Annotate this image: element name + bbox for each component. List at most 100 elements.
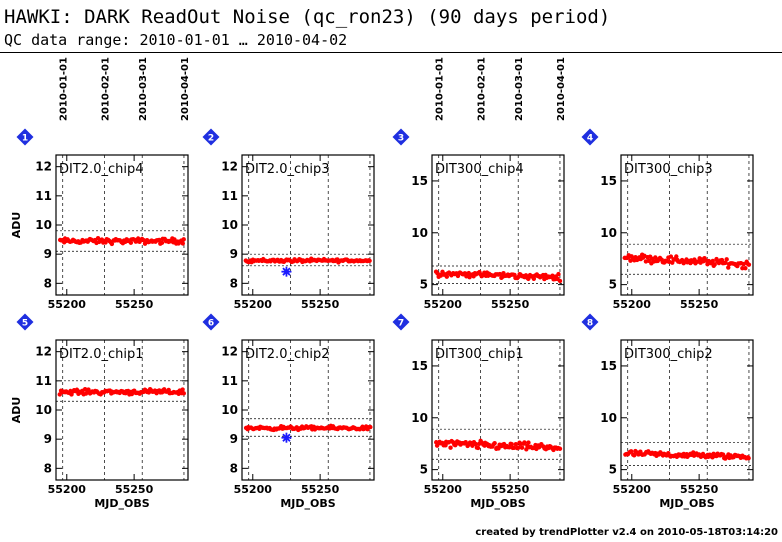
data-point: [181, 391, 186, 396]
date-tick-label: 2010-01-01: [59, 57, 70, 121]
data-point: [724, 257, 729, 262]
panel-number: 5: [22, 319, 28, 329]
data-point: [82, 387, 88, 392]
panel-number-icon: [581, 128, 599, 146]
y-tick-label: 15: [411, 174, 428, 188]
x-tick-label: 55250: [680, 483, 719, 496]
y-tick-label: 8: [44, 276, 52, 290]
page-title: HAWKI: DARK ReadOut Noise (qc_ron23) (90…: [4, 6, 611, 28]
data-point: [524, 447, 529, 452]
y-tick-label: 11: [35, 374, 52, 388]
x-tick-label: 55250: [491, 483, 530, 496]
y-tick-label: 10: [35, 403, 52, 417]
data-point: [557, 446, 563, 451]
y-tick-label: 15: [600, 359, 617, 373]
panel-number-icon: [392, 128, 410, 146]
panel-number-icon: [581, 313, 599, 331]
x-tick-label: 55250: [301, 298, 340, 311]
panel-title: DIT300_chip1: [435, 347, 524, 362]
panel-number-icon: [202, 128, 220, 146]
panel-title: DIT300_chip3: [624, 162, 713, 177]
panel-5: 5 8 9 10 11 12 55200 55250 DIT2.0_chip1 ADU MJD_OB…: [10, 313, 189, 510]
data-point: [128, 240, 134, 245]
data-point: [746, 262, 752, 267]
panel-number-icon: [202, 313, 220, 331]
y-tick-label: 5: [420, 278, 428, 292]
panel-2: 2 8 9 10 11 12 55200 55250 DIT2.0_chip3: [202, 128, 375, 311]
data-point: [653, 255, 658, 260]
outlier-point: [281, 266, 292, 277]
data-point: [550, 273, 555, 278]
y-tick-label: 5: [420, 463, 428, 477]
y-axis-label: ADU: [10, 397, 23, 424]
data-point: [743, 266, 748, 271]
panel-number: 7: [398, 319, 404, 329]
plot-frame: [620, 339, 754, 481]
y-tick-label: 11: [221, 189, 238, 203]
y-tick-label: 9: [44, 432, 52, 446]
plot-frame: [431, 339, 565, 481]
data-point: [475, 445, 481, 451]
date-tick-label: 2010-03-01: [138, 57, 149, 121]
x-axis-label: MJD_OBS: [470, 497, 525, 510]
data-point: [557, 278, 563, 284]
y-tick-label: 5: [609, 278, 617, 292]
panel-title: DIT2.0_chip3: [245, 162, 329, 177]
outlier-point: [281, 432, 292, 443]
data-point: [710, 258, 715, 264]
panel-7: 7 5 10 15 55200 55250 DIT300_chip1 MJD_OBS: [392, 313, 565, 510]
plot-frame: [431, 154, 565, 296]
data-point: [746, 455, 751, 461]
data-point: [522, 440, 527, 445]
panel-title: DIT2.0_chip2: [245, 347, 329, 362]
y-tick-label: 10: [600, 411, 617, 425]
y-tick-label: 10: [221, 218, 238, 232]
y-tick-label: 5: [609, 463, 617, 477]
y-tick-label: 10: [411, 226, 428, 240]
y-tick-label: 8: [230, 276, 238, 290]
data-point: [507, 445, 512, 450]
data-point: [448, 445, 453, 450]
data-point: [526, 440, 531, 445]
x-axis-label: MJD_OBS: [280, 497, 335, 510]
data-point: [109, 241, 115, 247]
y-tick-label: 10: [221, 403, 238, 417]
y-tick-label: 9: [230, 432, 238, 446]
x-tick-label: 55200: [424, 483, 463, 496]
x-tick-label: 55200: [613, 298, 652, 311]
panel-number: 8: [587, 319, 593, 329]
data-point: [497, 271, 503, 277]
panel-title: DIT2.0_chip1: [59, 347, 143, 362]
x-axis-label: MJD_OBS: [659, 497, 714, 510]
x-tick-label: 55250: [491, 298, 530, 311]
data-point: [156, 237, 162, 243]
date-tick-label: 2010-04-01: [556, 57, 567, 121]
data-point: [86, 387, 91, 392]
data-point: [511, 445, 517, 450]
y-tick-label: 8: [44, 461, 52, 475]
panel-4: 4 5 10 15 55200 55250 DIT300_chip3: [581, 128, 754, 311]
date-tick-label: 2010-03-01: [514, 57, 525, 121]
y-tick-label: 12: [35, 345, 52, 359]
data-point: [455, 273, 461, 279]
page-subtitle: QC data range: 2010-01-01 … 2010-04-02: [4, 31, 348, 49]
date-tick-label: 2010-01-01: [435, 57, 446, 121]
data-point: [473, 441, 478, 447]
date-tick-label: 2010-02-01: [100, 57, 111, 121]
data-point: [628, 449, 634, 454]
y-tick-label: 10: [411, 411, 428, 425]
date-tick-label: 2010-04-01: [180, 57, 191, 121]
data-point: [726, 265, 731, 270]
x-axis-label: MJD_OBS: [94, 497, 149, 510]
y-tick-label: 15: [411, 359, 428, 373]
y-tick-label: 9: [44, 247, 52, 261]
x-tick-label: 55200: [48, 298, 87, 311]
x-tick-label: 55250: [115, 298, 154, 311]
data-point: [519, 445, 525, 450]
data-point: [741, 261, 746, 267]
data-point: [513, 441, 519, 447]
date-tick-label: 2010-02-01: [476, 57, 487, 121]
x-tick-label: 55250: [680, 298, 719, 311]
panel-title: DIT300_chip4: [435, 162, 524, 177]
y-tick-label: 9: [230, 247, 238, 261]
